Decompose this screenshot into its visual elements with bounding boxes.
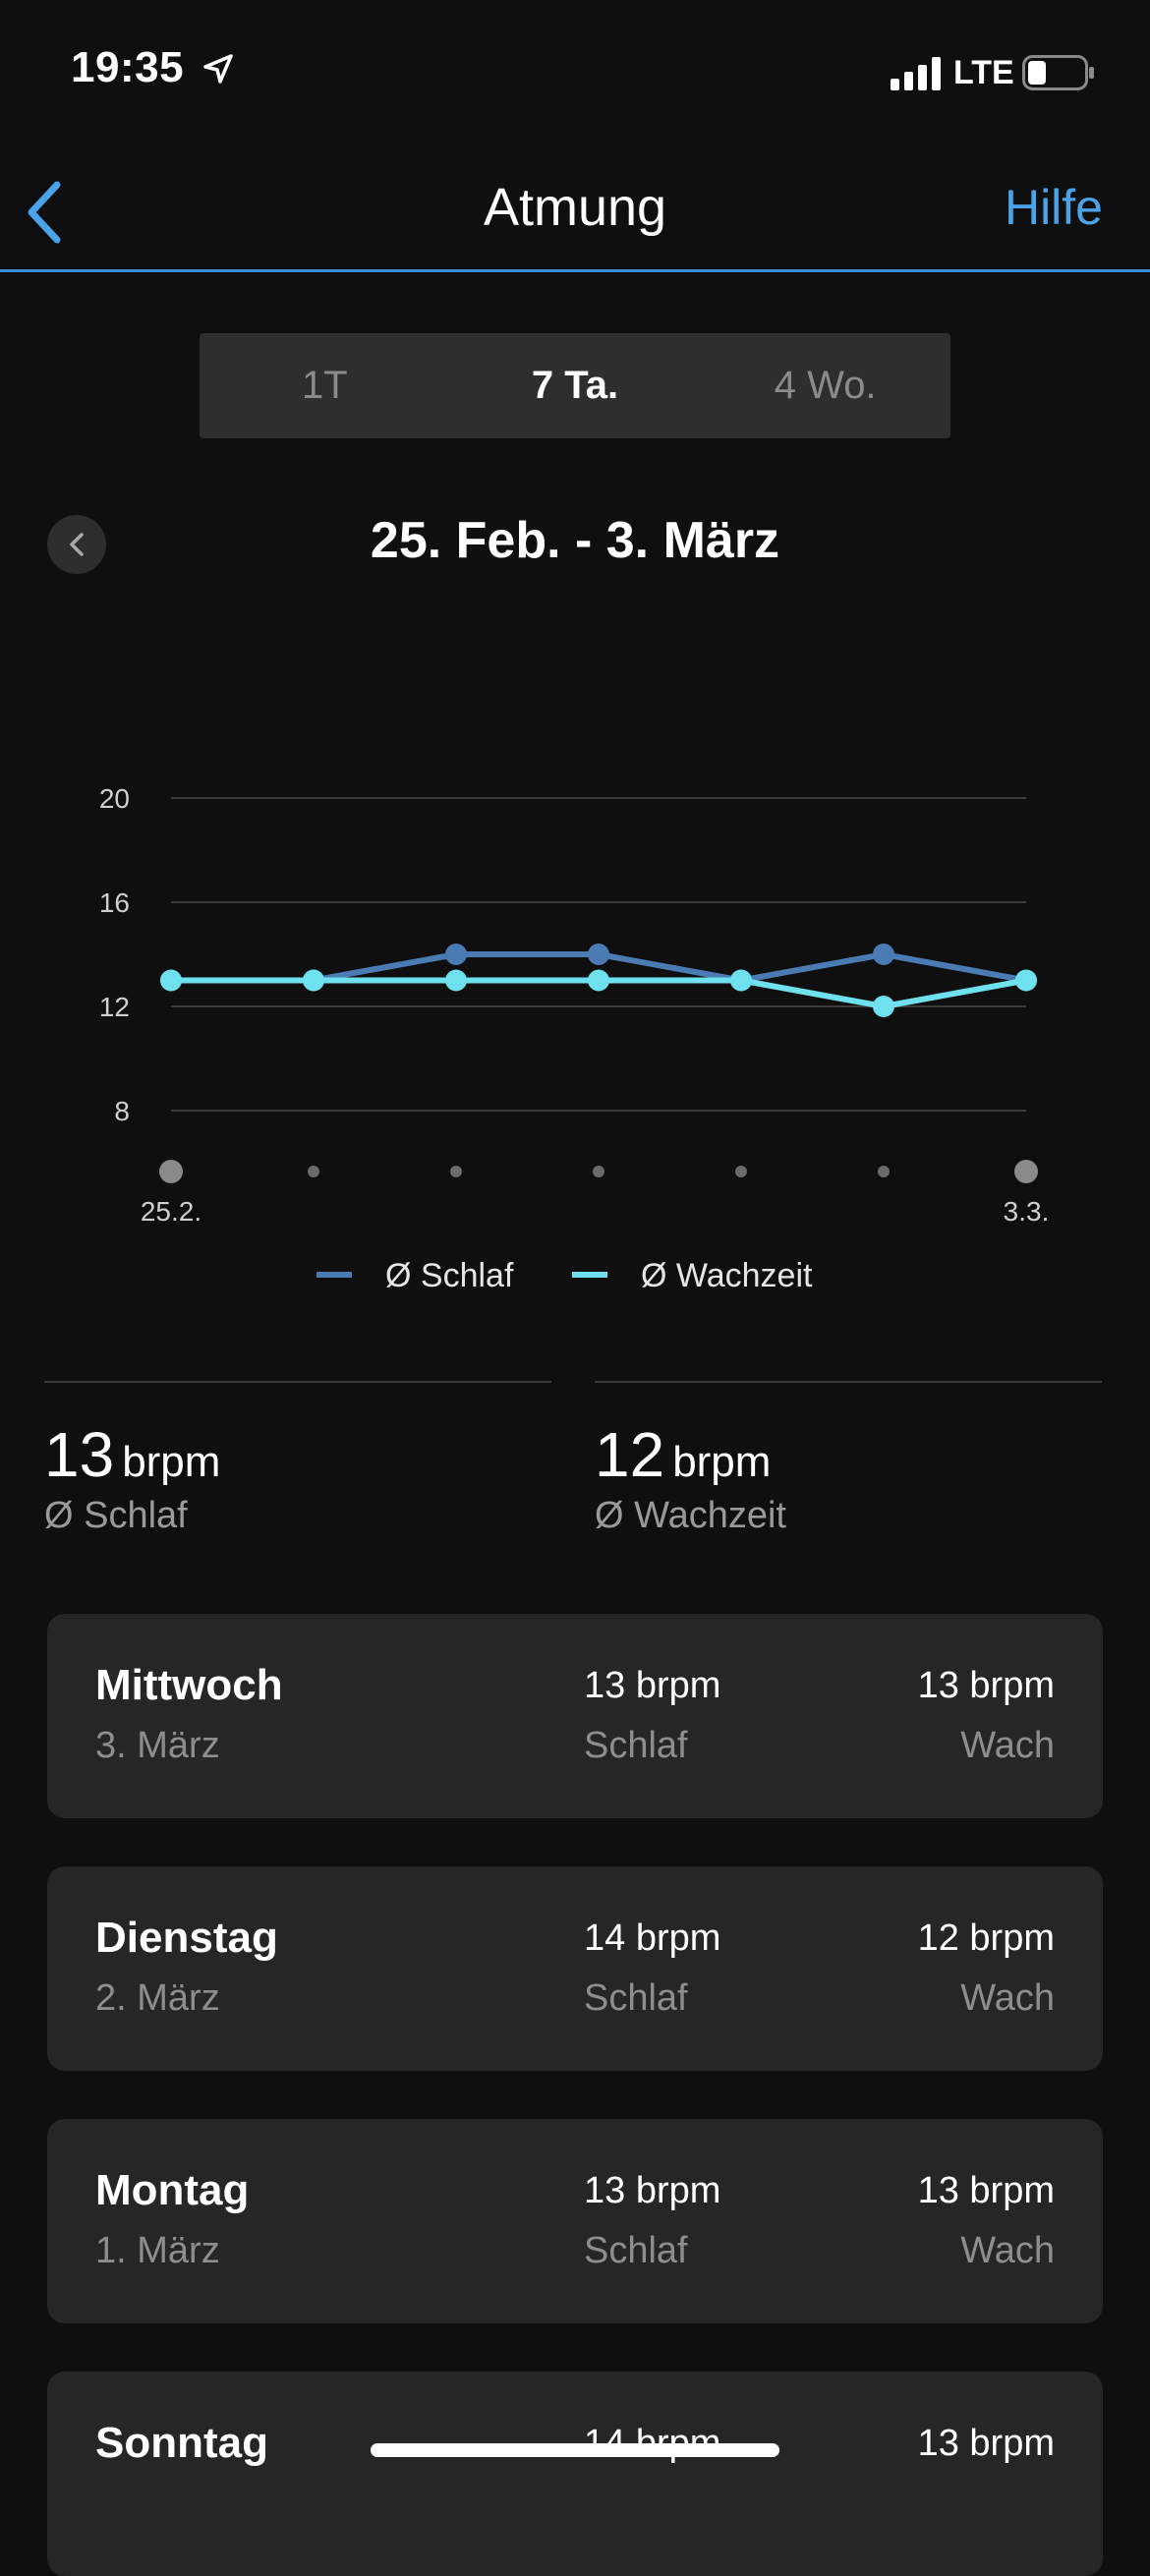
network-type: LTE [953,54,1014,91]
data-point [1015,969,1037,992]
avg-sleep-label: Ø Schlaf [44,1495,188,1536]
awake-label: Wach [960,1725,1055,1766]
home-indicator[interactable] [371,2443,779,2457]
location-arrow-icon [203,54,233,84]
x-tick-label: 3.3. [1004,1196,1050,1227]
tab-1-day[interactable]: 1T [301,364,348,407]
sleep-label: Schlaf [584,1977,688,2019]
avg-sleep-unit: brpm [122,1438,221,1486]
avg-awake-stat: 12 brpm Ø Wachzeit [595,1381,1102,1537]
avg-sleep-value: 13 [44,1419,115,1490]
avg-awake-unit: brpm [672,1438,772,1486]
back-chevron-icon[interactable] [24,177,63,248]
y-tick-label: 8 [114,1096,130,1126]
nav-bar: Atmung Hilfe [0,157,1150,272]
sleep-value: 14 brpm [584,1918,721,1959]
tab-7-days[interactable]: 7 Ta. [531,364,619,407]
status-time: 19:35 [71,43,185,91]
awake-label: Wach [960,1977,1055,2019]
day-card[interactable]: Mittwoch 3. März 13 brpm Schlaf 13 brpm … [47,1614,1103,1818]
data-point [445,969,467,992]
data-point [445,944,467,965]
previous-range-button[interactable] [47,515,106,574]
data-point [588,944,609,965]
respiration-chart: 20 16 12 8 25.2. 3.3. Ø Schlaf Ø Wachzeit [99,783,1050,1294]
sleep-label: Schlaf [584,1725,688,1766]
data-point [873,996,894,1017]
page-title: Atmung [483,178,667,237]
avg-awake-label: Ø Wachzeit [595,1495,786,1536]
day-name: Dienstag [95,1914,278,1962]
day-name: Sonntag [95,2419,268,2467]
day-date: 2. März [95,1977,220,2019]
x-axis-dot [1014,1160,1038,1183]
day-card[interactable]: Sonntag 14 brpm 13 brpm [47,2372,1103,2576]
range-selector: 1T 7 Ta. 4 Wo. [200,333,950,438]
chevron-left-icon [70,533,84,556]
legend-label: Ø Wachzeit [641,1257,813,1294]
day-date: 1. März [95,2230,220,2271]
avg-awake-value: 12 [595,1419,665,1490]
x-axis-dot [159,1160,183,1183]
avg-sleep-stat: 13 brpm Ø Schlaf [44,1381,551,1537]
x-axis-dot [735,1166,747,1177]
data-point [873,944,894,965]
battery-icon [1022,55,1094,90]
day-card[interactable]: Montag 1. März 13 brpm Schlaf 13 brpm Wa… [47,2119,1103,2323]
awake-label: Wach [960,2230,1055,2271]
day-card[interactable]: Dienstag 2. März 14 brpm Schlaf 12 brpm … [47,1866,1103,2071]
x-axis-dot [878,1166,890,1177]
sleep-value: 13 brpm [584,1665,721,1706]
data-point [588,969,609,992]
summary-stats: 13 brpm Ø Schlaf 12 brpm Ø Wachzeit [44,1381,1104,1548]
data-point [730,969,752,992]
awake-value: 13 brpm [917,2170,1055,2211]
sleep-value: 13 brpm [584,2170,721,2211]
y-tick-label: 20 [99,783,130,814]
tab-4-weeks[interactable]: 4 Wo. [774,364,877,407]
help-button[interactable]: Hilfe [1004,180,1103,235]
x-axis-dot [593,1166,604,1177]
awake-value: 13 brpm [917,2423,1055,2464]
y-tick-label: 12 [99,992,130,1022]
data-point [160,969,182,992]
awake-value: 13 brpm [917,1665,1055,1706]
signal-icon [891,57,941,90]
day-name: Montag [95,2166,250,2214]
x-axis-dot [308,1166,319,1177]
x-tick-label: 25.2. [141,1196,201,1227]
date-range-label: 25. Feb. - 3. März [370,512,780,569]
awake-value: 12 brpm [917,1918,1055,1959]
legend-label: Ø Schlaf [385,1257,514,1294]
x-axis-dot [450,1166,462,1177]
data-point [303,969,324,992]
y-tick-label: 16 [99,887,130,918]
day-name: Mittwoch [95,1661,283,1709]
day-date: 3. März [95,1725,220,1766]
status-bar: 19:35 LTE [0,0,1150,147]
sleep-label: Schlaf [584,2230,688,2271]
